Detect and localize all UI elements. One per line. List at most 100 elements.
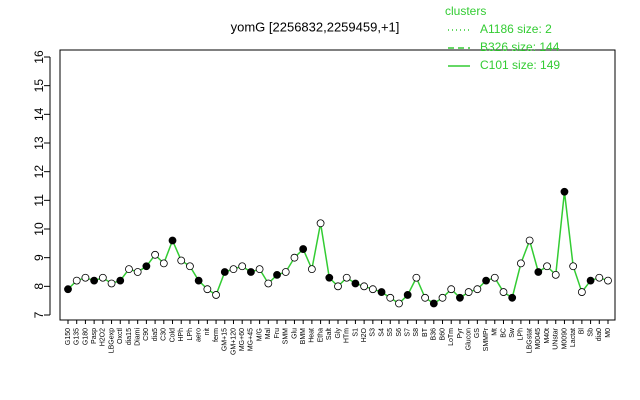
data-point: [551, 270, 560, 279]
x-tick-label: S3: [370, 328, 377, 337]
x-tick-label: LBGexp: [108, 328, 115, 353]
x-tick-label: GM+15: [222, 328, 229, 351]
legend-label: A1186 size: 2: [480, 22, 552, 36]
x-tick-label: Bl: [579, 328, 586, 335]
data-point: [438, 293, 447, 302]
x-tick-label: B36: [431, 328, 438, 341]
x-tick-label: S8: [413, 328, 420, 337]
data-point: [360, 282, 369, 291]
x-tick-label: Sw: [509, 327, 516, 338]
x-tick-label: BMM: [300, 328, 307, 345]
x-tick-label: GS: [474, 328, 481, 338]
x-tick-label: M40t: [544, 328, 551, 344]
x-tick-label: Cold: [169, 328, 176, 343]
x-tick-label: Etha: [317, 328, 324, 343]
data-point: [482, 276, 490, 285]
data-point: [586, 276, 595, 285]
data-point: [464, 288, 473, 296]
x-tick-label: Sb: [587, 328, 594, 337]
data-point: [238, 262, 247, 271]
x-tick-label: Oxctl: [117, 328, 124, 344]
y-tick-label: 7: [32, 311, 46, 318]
data-point: [403, 291, 412, 299]
y-tick-label: 11: [32, 194, 46, 207]
x-tick-label: S4: [378, 328, 385, 337]
x-tick-label: HPh: [178, 328, 185, 342]
data-point: [412, 273, 421, 282]
x-tick-label: H2O: [361, 327, 368, 342]
data-point: [534, 268, 543, 276]
data-point: [386, 293, 395, 302]
x-tick-label: Gly: [335, 328, 342, 339]
data-point: [342, 273, 351, 282]
data-point: [203, 285, 212, 294]
data-point: [151, 250, 159, 259]
data-point: [81, 273, 90, 282]
x-tick-label: M0045: [535, 328, 542, 350]
x-tick-label: BT: [422, 327, 429, 337]
x-tick-label: Mal: [265, 328, 272, 340]
legend-label: B326 size: 144: [480, 40, 560, 54]
x-tick-label: B60: [439, 328, 446, 341]
data-point: [133, 268, 142, 276]
y-tick-label: 13: [32, 136, 46, 150]
x-tick-label: G150: [65, 328, 72, 345]
x-tick-label: H2O2: [100, 328, 107, 346]
data-point: [264, 279, 273, 288]
x-tick-label: Glucon: [465, 328, 472, 350]
y-tick-label: 9: [32, 254, 46, 261]
x-tick-label: G135: [74, 328, 81, 345]
data-point: [604, 276, 612, 285]
y-tick-label: 10: [32, 222, 46, 236]
data-point: [142, 262, 151, 271]
x-tick-label: HTm: [344, 328, 351, 343]
x-tick-label: Pyr: [457, 327, 464, 338]
data-point: [116, 276, 125, 285]
data-point: [90, 276, 99, 285]
data-point: [98, 273, 107, 282]
x-tick-label: MG+45: [248, 328, 255, 351]
y-tick-label: 12: [32, 165, 46, 179]
data-point: [325, 273, 334, 282]
data-point: [525, 236, 534, 245]
data-point: [107, 279, 116, 288]
data-point: [72, 276, 81, 285]
x-tick-label: LoTm: [448, 328, 455, 346]
x-tick-label: SMM: [283, 328, 290, 345]
data-point: [517, 259, 525, 268]
data-point: [499, 288, 508, 296]
x-tick-label: ferm: [213, 328, 220, 342]
data-point: [490, 273, 499, 282]
data-point: [212, 291, 220, 299]
x-tick-label: C30: [161, 328, 168, 341]
x-tick-label: nit: [204, 328, 211, 335]
data-point: [316, 219, 325, 228]
x-tick-label: Glu: [291, 328, 298, 339]
data-point: [421, 293, 429, 302]
x-tick-label: LPh: [187, 328, 194, 341]
x-tick-label: MG+60: [239, 328, 246, 351]
data-point: [168, 236, 177, 245]
y-tick-label: 15: [32, 79, 46, 93]
x-tick-label: Diami: [135, 328, 142, 346]
x-tick-label: S7: [405, 328, 412, 337]
data-point: [299, 245, 308, 253]
x-tick-label: SMMPr: [483, 327, 490, 351]
data-point: [64, 285, 72, 294]
x-tick-label: dia15: [126, 328, 133, 345]
data-point: [429, 299, 438, 308]
data-point: [281, 268, 290, 276]
data-point: [473, 285, 482, 294]
x-tick-label: Lactat: [570, 328, 577, 347]
x-tick-label: UNstar: [553, 327, 560, 349]
data-point: [186, 262, 194, 271]
data-point: [351, 279, 360, 288]
data-point: [560, 187, 569, 196]
data-point: [125, 265, 133, 274]
legend-label: C101 size: 149: [480, 58, 560, 72]
data-point: [194, 276, 203, 285]
data-point: [577, 288, 586, 296]
x-tick-label: LBGstat: [526, 328, 533, 353]
x-tick-label: M0090: [561, 328, 568, 350]
y-tick-label: 16: [32, 50, 46, 64]
